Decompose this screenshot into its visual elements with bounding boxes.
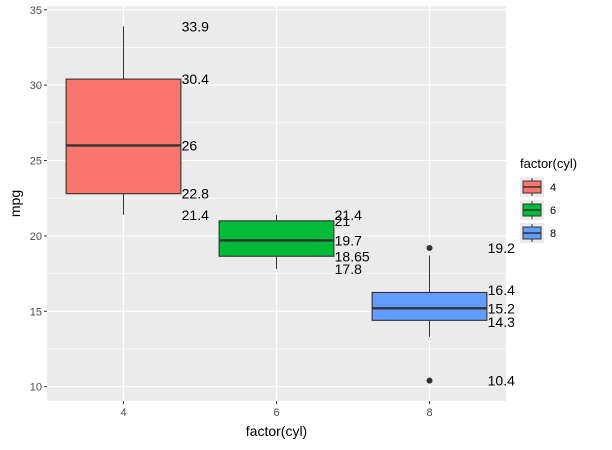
box-6 — [218, 220, 335, 257]
outlier-point — [426, 244, 433, 251]
data-label: 22.8 — [182, 186, 209, 202]
x-tick-label: 4 — [120, 407, 126, 419]
data-label: 21.4 — [335, 207, 362, 223]
data-label: 14.3 — [488, 314, 515, 330]
data-label: 19.7 — [335, 232, 362, 248]
box-8 — [371, 291, 488, 321]
x-axis-title: factor(cyl) — [246, 423, 307, 439]
data-label: 30.4 — [182, 71, 209, 87]
y-axis-title: mpg — [7, 190, 23, 217]
data-label: 33.9 — [182, 18, 209, 34]
data-label: 18.65 — [335, 248, 370, 264]
data-label: 19.2 — [488, 240, 515, 256]
x-tick-label: 6 — [273, 407, 279, 419]
y-tick-label: 10 — [30, 382, 42, 394]
legend-label: 4 — [550, 182, 556, 194]
data-label: 17.8 — [335, 261, 362, 277]
x-tick-label: 8 — [426, 407, 432, 419]
y-tick-label: 15 — [30, 306, 42, 318]
data-label: 15.2 — [488, 300, 515, 316]
y-tick-label: 25 — [30, 156, 42, 168]
y-tick-label: 35 — [30, 5, 42, 17]
data-label: 26 — [182, 137, 198, 153]
outlier-point — [426, 377, 433, 384]
data-label: 21.4 — [182, 207, 209, 223]
legend-label: 6 — [550, 205, 556, 217]
y-tick-label: 30 — [30, 80, 42, 92]
data-label: 10.4 — [488, 373, 515, 389]
legend-title: factor(cyl) — [520, 156, 577, 171]
data-label: 21 — [335, 213, 351, 229]
data-label: 16.4 — [488, 282, 515, 298]
box-4 — [65, 78, 182, 195]
legend-label: 8 — [550, 228, 556, 240]
y-tick-label: 20 — [30, 231, 42, 243]
